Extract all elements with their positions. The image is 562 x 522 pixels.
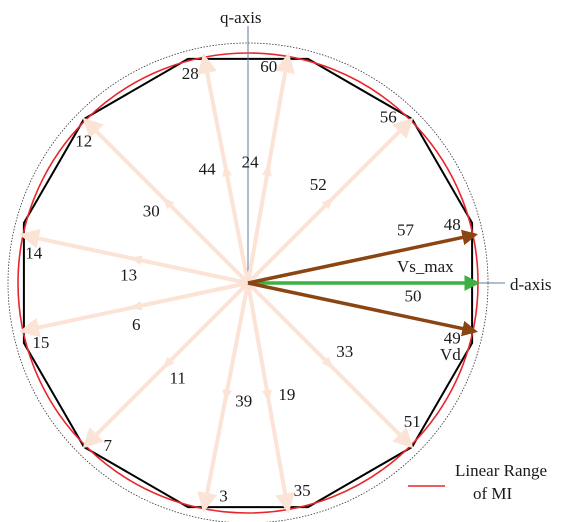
vector-end-label-3: 3 [219, 487, 228, 506]
vector-mid-label-30: 30 [143, 202, 160, 221]
legend-line2: of MI [473, 484, 513, 503]
vector-48 [247, 229, 478, 285]
vs-max-label: Vs_max [397, 257, 454, 276]
vector-end-label-7: 7 [103, 436, 112, 455]
vector-mid-label-13: 13 [120, 266, 137, 285]
vector-end-label-56: 56 [380, 108, 397, 127]
vector-end-label-49: 49 [444, 329, 461, 348]
vector-51-mid-arrow [321, 356, 334, 369]
vector-end-label-51: 51 [404, 412, 421, 431]
q-axis-label: q-axis [220, 8, 262, 27]
vector-60-mid-arrow [262, 163, 272, 177]
vector-3-mid-arrow [222, 389, 232, 402]
vector-end-label-15: 15 [32, 333, 49, 352]
vd-label: Vd [440, 345, 461, 364]
vector-mid-label-44: 44 [199, 160, 217, 179]
vector-mid-label-50: 50 [405, 286, 422, 305]
vector-28-mid-arrow [222, 164, 232, 177]
vector-end-label-60: 60 [260, 57, 277, 76]
vector-15-mid-arrow [129, 301, 143, 311]
vector-end-label-28: 28 [182, 64, 199, 83]
vector-mid-label-11: 11 [170, 369, 186, 388]
legend-line1: Linear Range [455, 461, 547, 480]
vector-12-mid-arrow [162, 197, 175, 210]
vector-56-mid-arrow [321, 197, 334, 210]
vector-mid-label-6: 6 [132, 315, 141, 334]
vector-49 [247, 281, 478, 337]
vector-7-mid-arrow [162, 356, 175, 369]
vector-mid-label-19: 19 [278, 385, 295, 404]
vector-mid-label-52: 52 [310, 175, 327, 194]
vector-mid-label-39: 39 [235, 391, 252, 410]
d-axis-label: d-axis [510, 275, 552, 294]
legend: Linear Range of MI [408, 461, 547, 503]
vector-mid-label-33: 33 [336, 342, 353, 361]
vector-end-label-35: 35 [294, 481, 311, 500]
vector-35-mid-arrow [262, 389, 272, 403]
vector-end-label-14: 14 [25, 244, 43, 263]
vector-14-mid-arrow [129, 255, 143, 265]
vector-end-label-48: 48 [444, 215, 461, 234]
vector-end-label-12: 12 [75, 132, 92, 151]
vector-mid-label-57: 57 [397, 221, 415, 240]
vector-mid-label-24: 24 [242, 152, 260, 171]
